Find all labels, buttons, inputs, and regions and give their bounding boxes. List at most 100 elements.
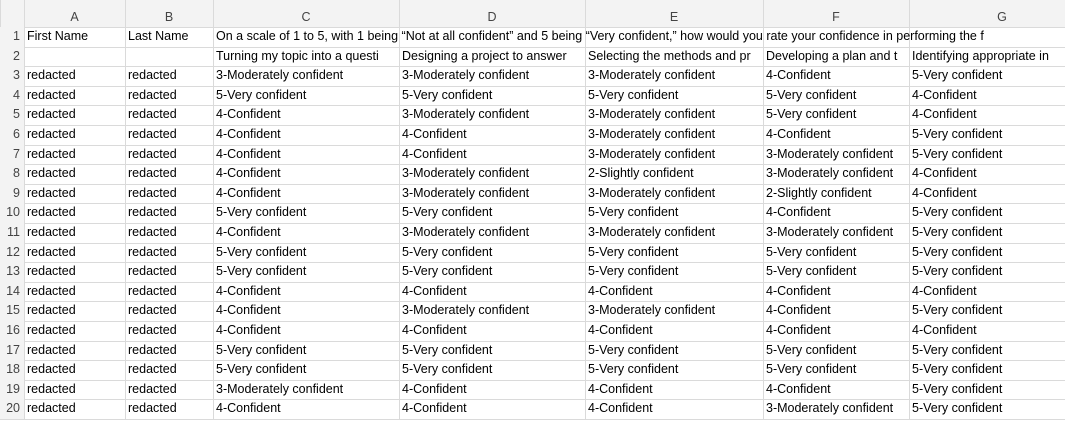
cell-text[interactable]: 3-Moderately confident	[588, 68, 716, 83]
row-number[interactable]: 16	[0, 321, 24, 341]
cell-text[interactable]: redacted	[128, 264, 177, 279]
cell-text[interactable]: redacted	[27, 264, 76, 279]
cell-text[interactable]: redacted	[27, 283, 76, 298]
cell-text[interactable]: 3-Moderately confident	[402, 185, 530, 200]
cell-text[interactable]: 5-Very confident	[216, 244, 307, 259]
cell-text[interactable]: 4-Confident	[216, 303, 281, 318]
cell-text[interactable]: Selecting the methods and pr	[588, 48, 751, 63]
cell-text[interactable]: redacted	[27, 185, 76, 200]
cell-text[interactable]: 5-Very confident	[588, 87, 679, 102]
cell-text[interactable]: redacted	[128, 244, 177, 259]
cell-text[interactable]: 5-Very confident	[912, 264, 1003, 279]
cell-text[interactable]: 4-Confident	[588, 323, 653, 337]
column-header[interactable]: C	[213, 0, 399, 27]
cell-text[interactable]: 5-Very confident	[912, 342, 1003, 357]
cell-text[interactable]: redacted	[27, 107, 76, 122]
cell-text[interactable]: 3-Moderately confident	[402, 166, 530, 181]
cell-text[interactable]: redacted	[27, 87, 76, 102]
cell-text[interactable]: 4-Confident	[912, 107, 977, 122]
cell-text[interactable]: 5-Very confident	[402, 244, 493, 259]
row-number[interactable]: 4	[0, 85, 24, 106]
cell-text[interactable]: 3-Moderately confident	[766, 166, 894, 181]
row-number[interactable]: 5	[0, 105, 24, 125]
cell-text[interactable]: 2-Slightly confident	[588, 166, 694, 181]
cell-text[interactable]: 2-Slightly confident	[766, 185, 872, 200]
column-header[interactable]: B	[125, 0, 213, 27]
cell-text[interactable]: 4-Confident	[216, 166, 281, 181]
cell-text[interactable]: 5-Very confident	[912, 205, 1003, 220]
cell-text[interactable]: Last Name	[128, 29, 189, 43]
cell-text[interactable]: 5-Very confident	[912, 401, 1003, 416]
cell-text[interactable]: redacted	[128, 381, 177, 396]
cell-text[interactable]: 5-Very confident	[402, 342, 493, 357]
row-number[interactable]: 14	[0, 281, 24, 302]
cell-text[interactable]: 4-Confident	[402, 401, 467, 416]
cell-text[interactable]: 5-Very confident	[766, 264, 857, 279]
cell-text[interactable]: 5-Very confident	[402, 87, 493, 102]
cell-text[interactable]: redacted	[128, 166, 177, 181]
cell-text[interactable]: redacted	[27, 401, 76, 416]
row-number[interactable]: 20	[0, 399, 24, 419]
cell-text[interactable]: 5-Very confident	[912, 146, 1003, 161]
cell-text[interactable]: 4-Confident	[402, 283, 467, 298]
row-number[interactable]: 13	[0, 262, 24, 282]
cell-text[interactable]: 3-Moderately confident	[766, 225, 894, 239]
cell-text[interactable]: 5-Very confident	[766, 362, 857, 377]
cell-text[interactable]: On a scale of 1 to 5, with 1 being “Not …	[216, 29, 984, 43]
cell-text[interactable]: 4-Confident	[912, 166, 977, 181]
cell-text[interactable]: 5-Very confident	[912, 225, 1003, 239]
cell-text[interactable]: First Name	[27, 29, 89, 43]
column-header[interactable]: D	[399, 0, 585, 27]
cell-text[interactable]: Turning my topic into a questi	[216, 48, 379, 63]
column-header[interactable]: A	[24, 0, 125, 27]
row-number[interactable]: 18	[0, 360, 24, 380]
cell-text[interactable]: 5-Very confident	[588, 362, 679, 377]
cell-text[interactable]: redacted	[27, 362, 76, 377]
cell-text[interactable]: 3-Moderately confident	[588, 225, 716, 239]
cell-text[interactable]: 5-Very confident	[766, 244, 857, 259]
cell-text[interactable]: 4-Confident	[216, 323, 281, 337]
cell-text[interactable]: redacted	[27, 225, 76, 239]
cell-text[interactable]: redacted	[27, 303, 76, 318]
row-number[interactable]: 11	[0, 223, 24, 243]
cell-text[interactable]: 4-Confident	[402, 323, 467, 337]
cell-text[interactable]: 3-Moderately confident	[766, 146, 894, 161]
row-number[interactable]: 12	[0, 242, 24, 263]
cell-text[interactable]: redacted	[128, 225, 177, 239]
cell-text[interactable]: 4-Confident	[216, 107, 281, 122]
cell-text[interactable]: 4-Confident	[766, 381, 831, 396]
cell-text[interactable]: 4-Confident	[766, 68, 831, 83]
cell-text[interactable]: 4-Confident	[402, 381, 467, 396]
cell-text[interactable]: 3-Moderately confident	[588, 107, 716, 122]
row-number[interactable]: 8	[0, 164, 24, 184]
cell-text[interactable]: 5-Very confident	[912, 381, 1003, 396]
cell-text[interactable]: redacted	[27, 68, 76, 83]
cell-text[interactable]: redacted	[27, 146, 76, 161]
cell-text[interactable]: 5-Very confident	[766, 107, 857, 122]
cell-text[interactable]: 5-Very confident	[216, 205, 307, 220]
cell-text[interactable]: redacted	[128, 401, 177, 416]
cell-text[interactable]: 3-Moderately confident	[588, 185, 716, 200]
cell-text[interactable]: 5-Very confident	[588, 205, 679, 220]
cell-text[interactable]: 3-Moderately confident	[588, 303, 716, 318]
row-number[interactable]: 7	[0, 144, 24, 165]
cell-text[interactable]: 5-Very confident	[402, 264, 493, 279]
cell-text[interactable]: redacted	[27, 244, 76, 259]
row-number[interactable]: 6	[0, 125, 24, 145]
cell-text[interactable]: redacted	[27, 323, 76, 337]
cell-text[interactable]: 3-Moderately confident	[588, 146, 716, 161]
cell-text[interactable]: 4-Confident	[766, 303, 831, 318]
cell-text[interactable]: 5-Very confident	[216, 362, 307, 377]
cell-text[interactable]: redacted	[128, 87, 177, 102]
cell-text[interactable]: redacted	[128, 146, 177, 161]
cell-text[interactable]: 4-Confident	[216, 225, 281, 239]
cell-text[interactable]: 4-Confident	[402, 127, 467, 141]
cell-text[interactable]: 5-Very confident	[216, 342, 307, 357]
cell-text[interactable]: 4-Confident	[216, 283, 281, 298]
cell-text[interactable]: 5-Very confident	[912, 303, 1003, 318]
cell-text[interactable]: redacted	[128, 303, 177, 318]
cell-text[interactable]: Designing a project to answer	[402, 48, 567, 63]
cell-text[interactable]: 5-Very confident	[912, 362, 1003, 377]
cell-text[interactable]: 4-Confident	[766, 323, 831, 337]
cell-text[interactable]: redacted	[128, 362, 177, 377]
